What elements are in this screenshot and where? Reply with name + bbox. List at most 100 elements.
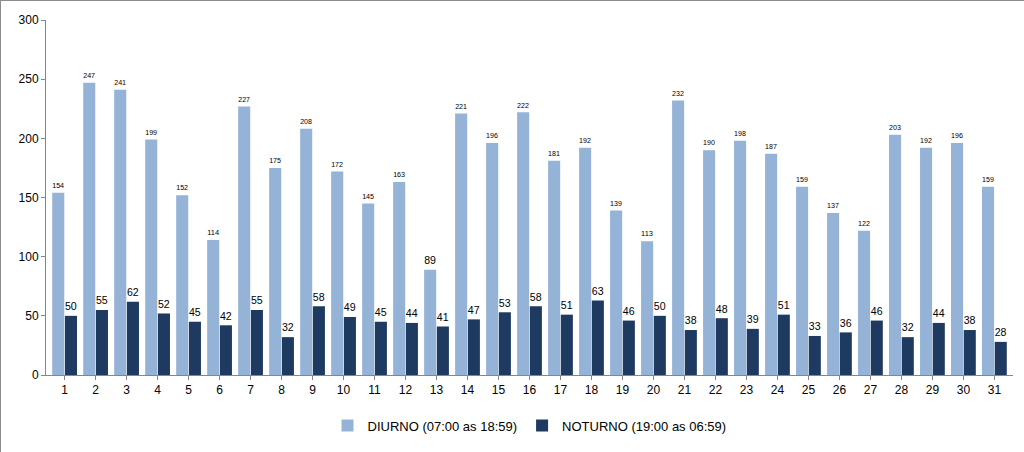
svg-text:30: 30 — [957, 383, 971, 397]
svg-text:114: 114 — [207, 228, 219, 237]
svg-text:159: 159 — [796, 176, 808, 184]
svg-text:15: 15 — [492, 383, 506, 397]
svg-text:23: 23 — [740, 383, 754, 397]
svg-text:5: 5 — [185, 383, 192, 397]
svg-text:200: 200 — [19, 132, 39, 146]
svg-text:47: 47 — [468, 304, 480, 316]
svg-text:227: 227 — [238, 96, 250, 104]
svg-text:51: 51 — [778, 299, 790, 311]
svg-text:181: 181 — [548, 150, 560, 158]
svg-text:25: 25 — [802, 383, 816, 397]
svg-text:55: 55 — [96, 294, 108, 306]
svg-text:NOTURNO (19:00 as 06:59): NOTURNO (19:00 as 06:59) — [562, 419, 726, 434]
svg-text:26: 26 — [833, 383, 847, 397]
svg-text:28: 28 — [995, 326, 1007, 338]
svg-text:159: 159 — [982, 176, 994, 184]
svg-text:32: 32 — [902, 321, 914, 333]
svg-text:2: 2 — [92, 383, 99, 397]
svg-text:196: 196 — [486, 132, 498, 140]
svg-text:192: 192 — [920, 137, 932, 145]
svg-text:45: 45 — [189, 306, 201, 318]
svg-text:187: 187 — [765, 143, 777, 151]
svg-text:38: 38 — [964, 314, 976, 326]
svg-text:44: 44 — [406, 307, 418, 319]
svg-text:9: 9 — [309, 383, 316, 397]
svg-text:63: 63 — [592, 285, 604, 297]
svg-text:20: 20 — [647, 383, 661, 397]
svg-text:113: 113 — [641, 229, 653, 238]
svg-text:14: 14 — [461, 383, 475, 397]
svg-text:122: 122 — [858, 220, 870, 228]
svg-text:222: 222 — [517, 102, 529, 110]
svg-text:221: 221 — [455, 103, 467, 111]
svg-text:12: 12 — [399, 383, 413, 397]
svg-text:100: 100 — [19, 250, 39, 264]
svg-text:4: 4 — [154, 383, 161, 397]
svg-text:17: 17 — [554, 383, 568, 397]
svg-text:24: 24 — [771, 383, 785, 397]
svg-text:8: 8 — [278, 383, 285, 397]
svg-text:6: 6 — [216, 383, 223, 397]
svg-text:247: 247 — [83, 72, 95, 80]
svg-text:152: 152 — [176, 184, 188, 192]
svg-text:21: 21 — [678, 383, 692, 397]
svg-text:36: 36 — [840, 317, 852, 329]
svg-text:33: 33 — [809, 320, 821, 332]
svg-text:49: 49 — [344, 301, 356, 313]
svg-text:45: 45 — [375, 306, 387, 318]
svg-text:44: 44 — [933, 307, 945, 319]
svg-text:11: 11 — [368, 383, 381, 397]
svg-text:39: 39 — [747, 313, 759, 325]
svg-text:46: 46 — [623, 305, 635, 317]
svg-text:203: 203 — [889, 124, 901, 132]
svg-text:3: 3 — [123, 383, 130, 397]
svg-text:198: 198 — [734, 130, 746, 138]
svg-text:51: 51 — [561, 299, 573, 311]
svg-text:7: 7 — [247, 383, 254, 397]
svg-text:1: 1 — [61, 383, 68, 397]
svg-text:22: 22 — [709, 383, 723, 397]
svg-text:89: 89 — [424, 254, 436, 266]
svg-text:232: 232 — [672, 90, 684, 98]
svg-text:163: 163 — [393, 171, 405, 179]
svg-text:19: 19 — [616, 383, 630, 397]
svg-text:16: 16 — [523, 383, 537, 397]
svg-text:199: 199 — [145, 129, 157, 137]
svg-text:48: 48 — [716, 303, 728, 315]
svg-text:58: 58 — [313, 291, 325, 303]
svg-text:172: 172 — [331, 161, 343, 169]
svg-text:50: 50 — [654, 300, 666, 312]
svg-text:190: 190 — [703, 139, 715, 147]
svg-text:58: 58 — [530, 291, 542, 303]
svg-text:192: 192 — [579, 137, 591, 145]
svg-text:300: 300 — [19, 13, 39, 27]
svg-text:250: 250 — [19, 72, 39, 86]
svg-text:145: 145 — [362, 193, 374, 201]
svg-text:196: 196 — [951, 132, 963, 140]
svg-text:241: 241 — [114, 79, 126, 87]
svg-text:10: 10 — [337, 383, 351, 397]
svg-text:32: 32 — [282, 321, 294, 333]
svg-text:41: 41 — [437, 311, 449, 323]
svg-text:50: 50 — [65, 300, 77, 312]
svg-text:139: 139 — [610, 200, 622, 208]
svg-text:31: 31 — [988, 383, 1002, 397]
svg-text:62: 62 — [127, 286, 139, 298]
svg-text:175: 175 — [269, 157, 281, 165]
svg-text:46: 46 — [871, 305, 883, 317]
svg-text:13: 13 — [430, 383, 444, 397]
svg-text:DIURNO (07:00 as 18:59): DIURNO (07:00 as 18:59) — [368, 419, 518, 434]
svg-text:29: 29 — [926, 383, 940, 397]
svg-text:154: 154 — [52, 182, 64, 190]
svg-text:55: 55 — [251, 294, 263, 306]
svg-text:137: 137 — [827, 202, 839, 210]
svg-text:28: 28 — [895, 383, 909, 397]
svg-text:0: 0 — [32, 368, 39, 382]
svg-text:150: 150 — [19, 191, 39, 205]
svg-text:42: 42 — [220, 310, 232, 322]
svg-text:27: 27 — [864, 383, 878, 397]
svg-text:208: 208 — [300, 118, 312, 126]
svg-text:52: 52 — [158, 298, 170, 310]
svg-text:18: 18 — [585, 383, 599, 397]
svg-text:50: 50 — [25, 309, 39, 323]
